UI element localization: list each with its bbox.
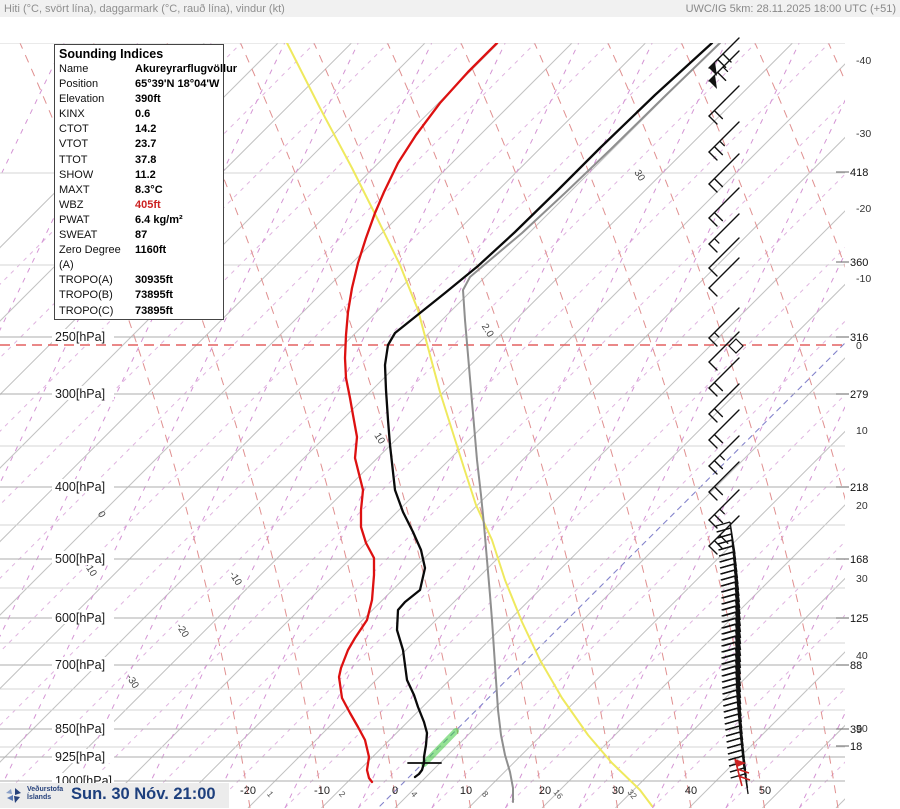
svg-text:32: 32 [625, 787, 639, 801]
svg-text:1: 1 [265, 789, 276, 799]
svg-text:700[hPa]: 700[hPa] [55, 658, 105, 672]
svg-text:-30: -30 [124, 673, 141, 691]
svg-text:-20: -20 [174, 622, 191, 640]
svg-text:18: 18 [850, 741, 862, 753]
svg-text:4: 4 [409, 789, 420, 799]
indices-row: TROPO(A)30935ft [55, 273, 223, 288]
svg-text:10: 10 [460, 785, 472, 797]
svg-text:300[hPa]: 300[hPa] [55, 387, 105, 401]
svg-text:50: 50 [856, 723, 868, 735]
svg-text:168: 168 [850, 554, 868, 566]
svg-text:16: 16 [551, 787, 565, 801]
svg-text:-20: -20 [856, 203, 871, 215]
svg-text:30: 30 [856, 573, 868, 585]
bottom-date-bar: Veðurstofa Íslands Sun. 30 Nóv. 21:00 [0, 783, 229, 808]
wind-barb-column [709, 38, 750, 794]
vedurstofa-logo-icon [3, 784, 29, 809]
svg-text:925[hPa]: 925[hPa] [55, 750, 105, 764]
svg-text:8: 8 [480, 789, 491, 799]
indices-title: Sounding Indices [55, 45, 223, 62]
svg-text:10: 10 [856, 425, 868, 437]
svg-text:218: 218 [850, 482, 868, 494]
svg-text:125: 125 [850, 613, 868, 625]
right-axis-labels: 418360316279218168125883918-40-30-20-100… [836, 55, 871, 753]
svg-text:40: 40 [856, 650, 868, 662]
svg-text:600[hPa]: 600[hPa] [55, 611, 105, 625]
svg-text:-20: -20 [240, 785, 256, 797]
svg-text:-10: -10 [856, 273, 871, 285]
svg-text:-10: -10 [227, 570, 244, 588]
surface-wind-barb [735, 759, 750, 786]
svg-text:418: 418 [850, 167, 868, 179]
svg-text:0: 0 [392, 785, 398, 797]
svg-text:400[hPa]: 400[hPa] [55, 480, 105, 494]
svg-text:30: 30 [632, 168, 647, 184]
svg-text:850[hPa]: 850[hPa] [55, 722, 105, 736]
svg-text:279: 279 [850, 389, 868, 401]
indices-row: TROPO(B)73895ft [55, 288, 223, 303]
indices-row: TROPO(C)73895ft [55, 304, 223, 319]
svg-text:30: 30 [612, 785, 624, 797]
pressure-labels: 250[hPa] 300[hPa] 400[hPa] 500[hPa] 600[hPa]… [52, 329, 114, 788]
indices-row: Zero Degree (A)1160ft [55, 243, 223, 273]
svg-text:50: 50 [759, 785, 771, 797]
svg-text:-40: -40 [856, 55, 871, 67]
svg-text:0: 0 [856, 340, 862, 352]
svg-text:250[hPa]: 250[hPa] [55, 330, 105, 344]
logo-text: Veðurstofa Íslands [27, 786, 63, 802]
svg-text:500[hPa]: 500[hPa] [55, 552, 105, 566]
svg-text:-10: -10 [314, 785, 330, 797]
svg-text:20: 20 [856, 500, 868, 512]
svg-text:360: 360 [850, 257, 868, 269]
svg-text:20: 20 [539, 785, 551, 797]
svg-text:40: 40 [685, 785, 697, 797]
svg-text:-30: -30 [856, 128, 871, 140]
tropopause-marker [729, 339, 743, 353]
profile-curves [287, 43, 720, 806]
svg-text:10: 10 [372, 431, 387, 447]
valid-time-label: Sun. 30 Nóv. 21:00 [71, 785, 216, 804]
